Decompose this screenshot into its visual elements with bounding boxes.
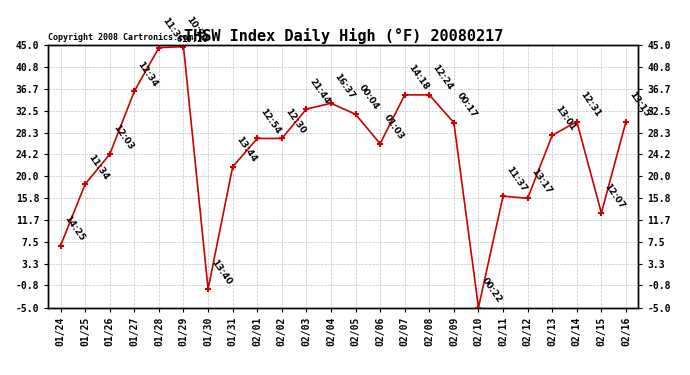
Text: 00:22: 00:22 bbox=[480, 276, 504, 305]
Text: 00:17: 00:17 bbox=[455, 92, 479, 120]
Text: 13:15: 13:15 bbox=[627, 90, 651, 119]
Text: 12:24: 12:24 bbox=[431, 63, 455, 92]
Text: 21:44: 21:44 bbox=[308, 78, 332, 106]
Text: 16:37: 16:37 bbox=[333, 72, 356, 100]
Text: 12:07: 12:07 bbox=[603, 182, 627, 210]
Text: 14:25: 14:25 bbox=[62, 214, 86, 243]
Text: 11:37: 11:37 bbox=[504, 165, 529, 194]
Text: 13:01: 13:01 bbox=[553, 104, 578, 132]
Text: 12:30: 12:30 bbox=[283, 107, 307, 136]
Text: 12:03: 12:03 bbox=[111, 123, 135, 152]
Text: 01:03: 01:03 bbox=[382, 112, 405, 141]
Text: 13:40: 13:40 bbox=[210, 258, 233, 286]
Text: 00:04: 00:04 bbox=[357, 83, 381, 111]
Text: Copyright 2008 Cartronics.com: Copyright 2008 Cartronics.com bbox=[48, 33, 193, 42]
Text: 13:44: 13:44 bbox=[234, 135, 258, 164]
Text: 12:34: 12:34 bbox=[136, 60, 159, 88]
Text: 14:18: 14:18 bbox=[406, 63, 430, 92]
Text: 10:20: 10:20 bbox=[181, 35, 208, 44]
Text: 11:36: 11:36 bbox=[160, 16, 184, 45]
Text: 11:34: 11:34 bbox=[86, 153, 110, 182]
Text: 13:17: 13:17 bbox=[529, 167, 553, 195]
Text: 12:54: 12:54 bbox=[259, 107, 282, 136]
Text: 12:31: 12:31 bbox=[578, 90, 602, 119]
Title: THSW Index Daily High (°F) 20080217: THSW Index Daily High (°F) 20080217 bbox=[184, 28, 503, 44]
Text: 10:20: 10:20 bbox=[185, 15, 208, 44]
